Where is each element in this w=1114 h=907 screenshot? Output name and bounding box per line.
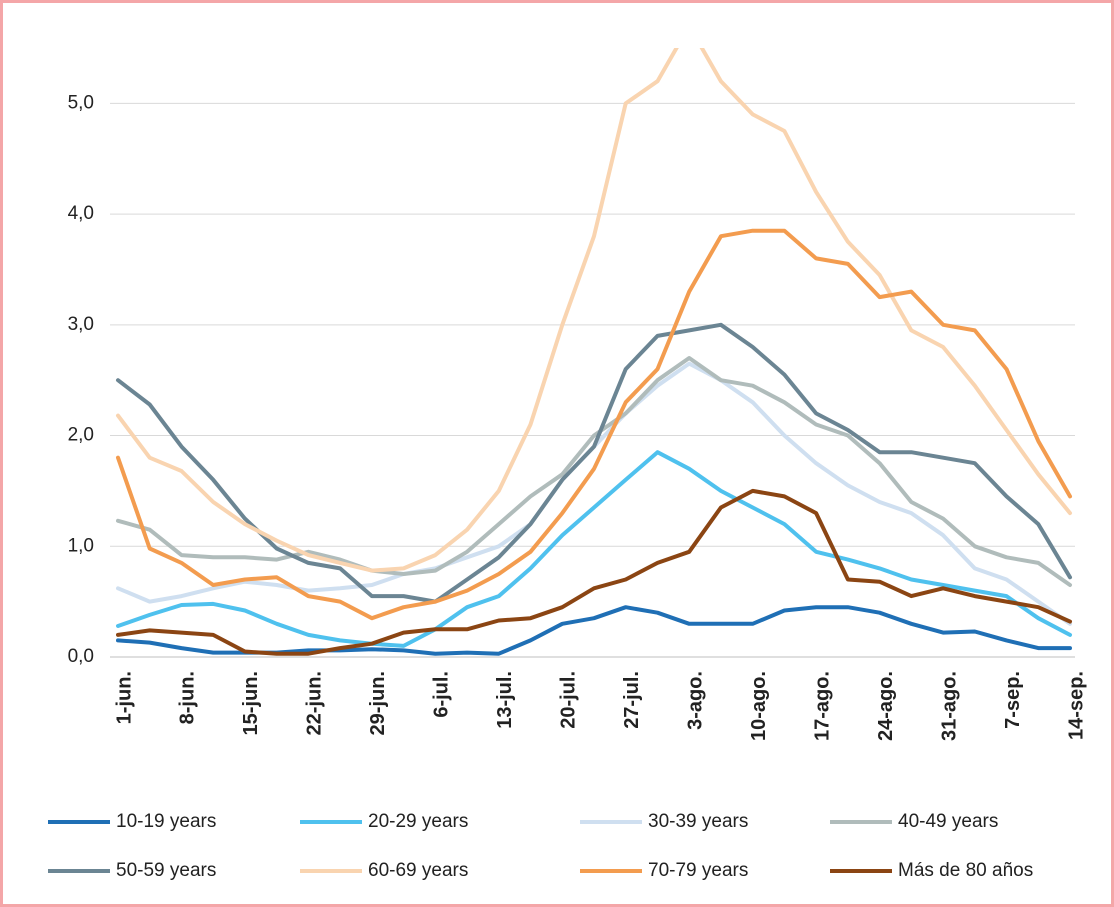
legend-label: 40-49 years (898, 811, 998, 832)
x-tick-label: 17-ago. (811, 671, 833, 741)
series-line (116, 48, 1072, 573)
y-tick-label: 0,0 (68, 646, 94, 667)
x-tick-label: 8-jun. (177, 671, 199, 724)
x-tick-label: 31-ago. (938, 671, 960, 741)
legend-label: Más de 80 años (898, 860, 1033, 881)
series-line (116, 488, 1072, 656)
x-tick-label: 14-sep. (1065, 671, 1087, 740)
series-line (116, 228, 1072, 621)
x-tick-label: 7-sep. (1002, 671, 1024, 729)
series-line (116, 322, 1072, 604)
series-line (116, 450, 1072, 648)
x-tick-label: 1-jun. (113, 671, 135, 724)
x-tick-label: 15-jun. (240, 671, 262, 735)
legend-label: 30-39 years (648, 811, 748, 832)
x-tick-label: 29-jun. (367, 671, 389, 735)
x-tick-label: 3-ago. (684, 671, 706, 730)
y-tick-label: 5,0 (68, 92, 94, 113)
y-tick-label: 2,0 (68, 425, 94, 446)
y-tick-label: 4,0 (68, 203, 94, 224)
legend-label: 70-79 years (648, 860, 748, 881)
legend-label: 60-69 years (368, 860, 468, 881)
y-tick-label: 3,0 (68, 314, 94, 335)
series-line (116, 356, 1072, 587)
x-tick-label: 13-jul. (494, 671, 516, 729)
x-tick-label: 27-jul. (621, 671, 643, 729)
legend-label: 50-59 years (116, 860, 216, 881)
x-tick-label: 24-ago. (875, 671, 897, 741)
x-tick-label: 10-ago. (748, 671, 770, 741)
x-tick-label: 22-jun. (304, 671, 326, 735)
x-tick-label: 6-jul. (431, 671, 453, 718)
legend-label: 10-19 years (116, 811, 216, 832)
plot-area (116, 48, 1072, 656)
legend-label: 20-29 years (368, 811, 468, 832)
y-tick-label: 1,0 (68, 535, 94, 556)
x-tick-label: 20-jul. (558, 671, 580, 729)
